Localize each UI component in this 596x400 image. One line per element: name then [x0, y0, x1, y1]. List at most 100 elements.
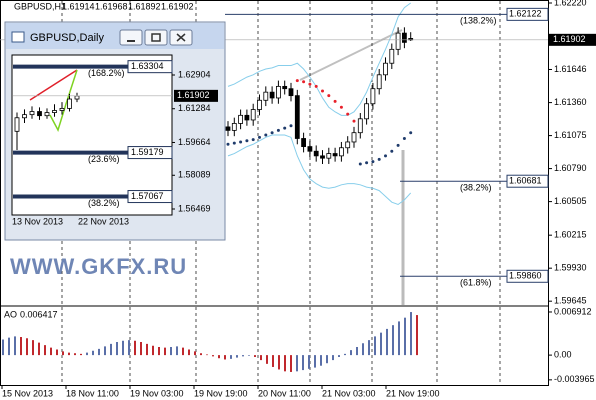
ao-bar [128, 340, 130, 356]
ao-bar [170, 346, 172, 356]
candle-body [67, 98, 72, 109]
header-value: 1.61914 [62, 1, 95, 11]
ao-bar [218, 355, 220, 359]
candle-body [357, 118, 363, 134]
btn-close [176, 33, 186, 42]
ao-bar [236, 355, 238, 358]
candle-body [326, 153, 332, 159]
candle-body [383, 62, 388, 76]
bollinger-band [227, 134, 412, 206]
zigzag-green [49, 69, 78, 132]
window-title: GBPUSD,Daily [30, 32, 104, 44]
candle-body [376, 74, 382, 90]
ao-bar [248, 355, 250, 356]
daily-window: GBPUSD,Daily 1.62904 1.61284 1.59664 1.58089… [4, 21, 226, 241]
x-tick-label: 13 Nov 2013 [12, 216, 63, 226]
sar-dot [239, 140, 243, 144]
level-price: 1.60681 [509, 176, 542, 186]
current-price: 1.61902 [553, 34, 586, 44]
ao-bar [8, 337, 10, 356]
btn-max [151, 33, 161, 42]
ao-bar [20, 337, 22, 356]
ao-bar [44, 345, 46, 356]
current-price-box [174, 89, 218, 102]
ao-bar [374, 336, 376, 356]
ao-bar [368, 340, 370, 356]
sar-dot [371, 160, 375, 164]
ao-bar [80, 353, 82, 356]
ao-bar [158, 346, 160, 356]
ao-bar [62, 351, 64, 356]
sar-dot [409, 131, 413, 135]
candle-body [52, 110, 57, 113]
ao-bar [344, 353, 346, 356]
level-price: 1.62122 [509, 9, 542, 19]
ao-bar [320, 355, 322, 366]
ao-bar [242, 355, 244, 357]
level-ratio: (61.8%) [460, 278, 492, 288]
candle-body [238, 114, 244, 124]
ao-bar [200, 353, 202, 356]
level-price: 1.59860 [509, 271, 542, 281]
candle-body [282, 85, 288, 90]
header-value: 1.61892 [128, 1, 161, 11]
header-value: 1.61968 [95, 1, 128, 11]
candle-body [14, 117, 20, 132]
ao-bar [134, 340, 136, 356]
candle-body [345, 141, 351, 149]
sar-dot [314, 84, 318, 88]
ao-bar [2, 339, 4, 356]
sar-dot [251, 138, 255, 142]
window-button[interactable] [119, 29, 143, 46]
ao-title: AO [4, 309, 17, 319]
level-box [127, 190, 173, 204]
sar-dot [270, 131, 274, 135]
ao-bar [260, 355, 262, 361]
y-tick-label: 1.60505 [554, 196, 587, 206]
y-tick-label: 1.62904 [178, 69, 211, 79]
ao-bar [14, 336, 16, 356]
ao-bar [110, 343, 112, 356]
candle-body [401, 32, 407, 43]
ao-bar [332, 355, 334, 361]
candle-body [288, 88, 294, 97]
sar-dot [377, 157, 381, 161]
sar-dot [226, 142, 230, 146]
candle-body [351, 132, 357, 143]
y-tick-label: 1.56469 [178, 203, 211, 213]
y-tick-label: 1.61075 [554, 130, 587, 140]
y-tick-label: 1.58089 [178, 170, 211, 180]
candle-body [389, 48, 395, 64]
ao-bar [338, 355, 340, 357]
ao-bar [356, 346, 358, 356]
x-tick-label: 21 Nov 03:00 [322, 388, 376, 398]
x-tick-label: 18 Nov 11:00 [66, 388, 119, 398]
ao-bar [404, 317, 406, 356]
level-box [127, 60, 173, 74]
level-box [506, 269, 549, 283]
ao-bar [74, 353, 76, 356]
sar-dot [396, 143, 400, 147]
y-tick-label: 1.62220 [554, 0, 587, 7]
ao-bar [32, 340, 34, 356]
level-price: 1.57067 [131, 191, 164, 201]
candle-body [225, 126, 231, 131]
ao-bar [362, 343, 364, 356]
candle-body [395, 32, 401, 50]
sar-dot [302, 80, 306, 84]
x-tick-label: 21 Nov 19:00 [386, 388, 440, 398]
sar-dot [321, 89, 324, 93]
sar-dot [264, 133, 268, 137]
y-tick-label: 0.00 [554, 349, 572, 359]
ao-bar [284, 355, 286, 372]
candle-body [44, 112, 50, 117]
ao-bar [98, 348, 100, 356]
ao-bar [398, 321, 400, 356]
window-button[interactable] [144, 29, 168, 46]
watermark: WWW.GKFX.RU [10, 254, 187, 279]
candle-body [313, 150, 319, 157]
level-ratio: (138.2%) [460, 16, 497, 26]
ao-bar [224, 355, 226, 360]
candle-body [37, 111, 42, 117]
ao-bar [182, 347, 184, 356]
